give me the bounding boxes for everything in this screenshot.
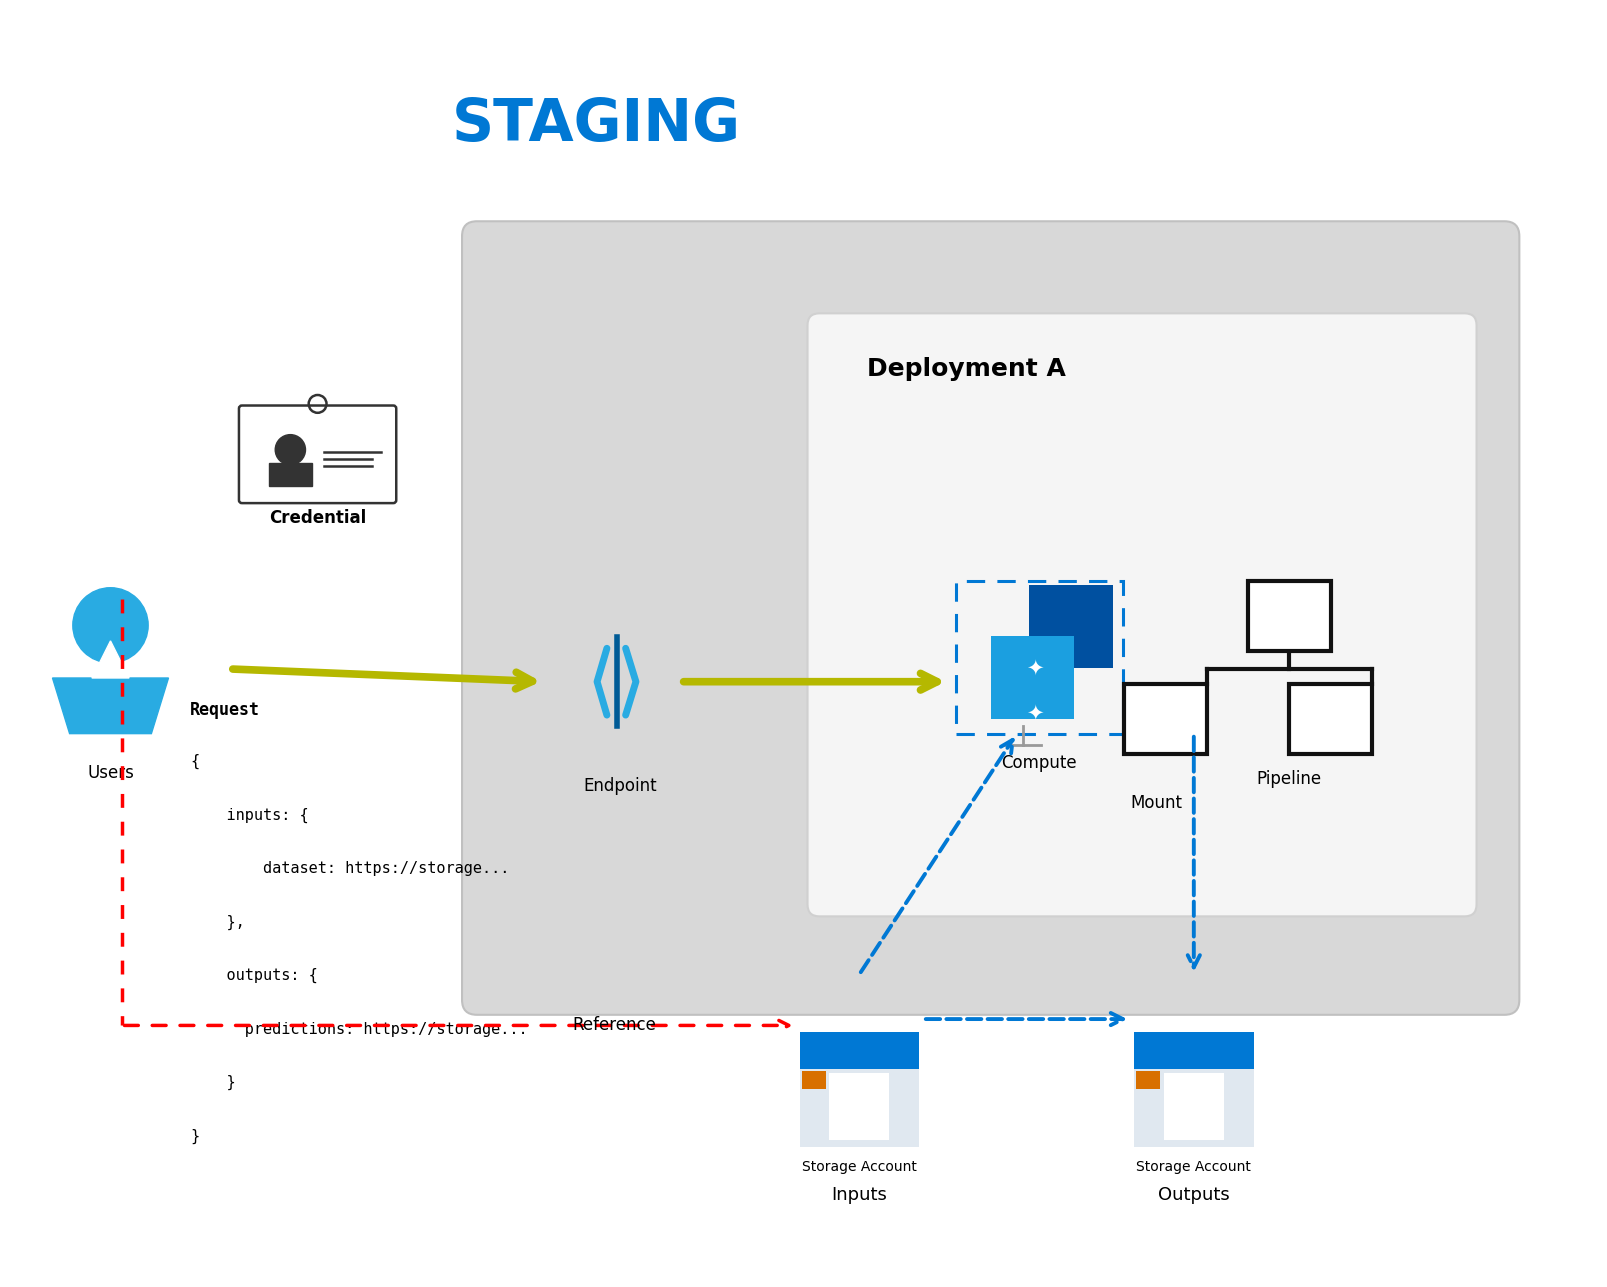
Text: Users: Users xyxy=(87,764,133,782)
Text: ✦: ✦ xyxy=(1027,660,1045,680)
Bar xyxy=(1136,1071,1160,1089)
Text: Reference: Reference xyxy=(572,1017,656,1035)
Text: inputs: {: inputs: { xyxy=(190,808,309,822)
FancyBboxPatch shape xyxy=(808,313,1477,916)
Text: STAGING: STAGING xyxy=(452,97,741,153)
Circle shape xyxy=(72,588,148,663)
Text: Outputs: Outputs xyxy=(1159,1185,1229,1203)
Text: ✦: ✦ xyxy=(1027,704,1045,725)
Text: Storage Account: Storage Account xyxy=(1136,1161,1252,1174)
Bar xyxy=(956,582,1123,734)
Circle shape xyxy=(275,435,305,465)
Bar xyxy=(829,1073,889,1140)
Bar xyxy=(992,636,1073,718)
Bar xyxy=(1249,582,1331,651)
Polygon shape xyxy=(268,463,312,486)
Text: Credential: Credential xyxy=(268,510,366,528)
Text: },: }, xyxy=(190,915,244,931)
Text: }: } xyxy=(190,1129,199,1144)
Bar xyxy=(1135,1032,1253,1068)
Polygon shape xyxy=(53,678,169,734)
Bar xyxy=(802,1071,826,1089)
Bar xyxy=(1123,685,1207,754)
Text: Storage Account: Storage Account xyxy=(802,1161,916,1174)
Text: Request: Request xyxy=(190,701,260,719)
FancyBboxPatch shape xyxy=(239,405,397,503)
FancyBboxPatch shape xyxy=(463,221,1519,1015)
Polygon shape xyxy=(92,641,129,678)
Bar xyxy=(800,1068,919,1147)
Text: Inputs: Inputs xyxy=(831,1185,887,1203)
Text: {: { xyxy=(190,754,199,770)
Text: predictions: https://storage...: predictions: https://storage... xyxy=(190,1022,527,1036)
Bar xyxy=(1135,1068,1253,1147)
Text: Compute: Compute xyxy=(1001,754,1077,772)
Bar xyxy=(800,1032,919,1068)
Text: }: } xyxy=(190,1075,236,1090)
Text: Deployment A: Deployment A xyxy=(868,356,1065,381)
Text: Mount: Mount xyxy=(1130,794,1183,812)
Text: dataset: https://storage...: dataset: https://storage... xyxy=(190,861,509,876)
Bar xyxy=(1289,685,1372,754)
Bar xyxy=(1030,586,1112,668)
Text: Pipeline: Pipeline xyxy=(1257,771,1323,789)
Bar xyxy=(1163,1073,1223,1140)
Text: Endpoint: Endpoint xyxy=(583,777,657,795)
Text: outputs: {: outputs: { xyxy=(190,968,318,983)
